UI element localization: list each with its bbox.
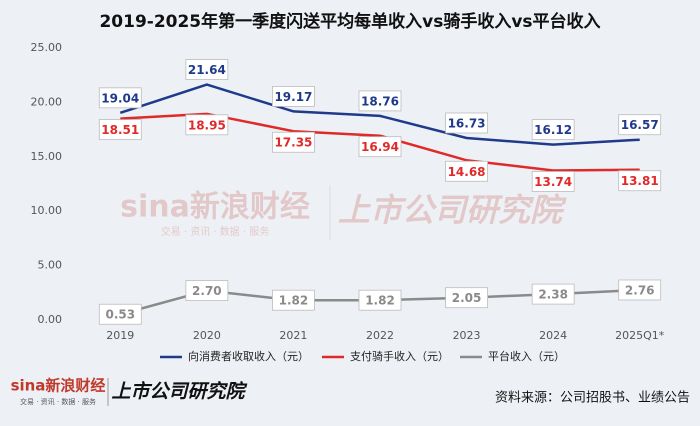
data-label-box bbox=[445, 287, 488, 309]
data-label: 21.64 bbox=[188, 63, 226, 77]
data-label: 18.95 bbox=[188, 118, 226, 132]
data-label-box bbox=[618, 170, 662, 192]
data-label-box bbox=[185, 114, 229, 136]
legend-label: 平台收入（元） bbox=[488, 349, 565, 363]
data-label-box bbox=[358, 136, 402, 158]
data-label: 19.17 bbox=[274, 90, 312, 104]
x-tick-label: 2025Q1* bbox=[615, 329, 665, 342]
y-tick-label: 5.00 bbox=[38, 259, 63, 272]
data-label: 14.68 bbox=[448, 165, 486, 179]
data-label: 0.53 bbox=[105, 308, 135, 322]
data-label-box bbox=[445, 112, 488, 134]
legend-label: 支付骑手收入（元） bbox=[350, 349, 449, 363]
data-label-box bbox=[98, 119, 142, 141]
data-label: 2.70 bbox=[192, 284, 222, 298]
data-label-box bbox=[185, 280, 229, 302]
chart-title: 2019-2025年第一季度闪送平均每单收入vs骑手收入vs平台收入 bbox=[99, 11, 600, 32]
data-label: 2.38 bbox=[538, 288, 568, 302]
data-label: 13.81 bbox=[621, 174, 659, 188]
data-label: 16.12 bbox=[534, 123, 572, 137]
data-label-box bbox=[445, 160, 488, 182]
footer-brand-sub: 交易 · 资讯 · 数据 · 服务 bbox=[20, 397, 96, 406]
data-label: 17.35 bbox=[274, 136, 312, 150]
data-label-box bbox=[272, 289, 315, 311]
legend-label: 向消费者收取收入（元） bbox=[188, 349, 309, 363]
data-label: 19.04 bbox=[101, 91, 139, 105]
footer-brand: sina新浪财经 bbox=[11, 377, 106, 395]
watermark-brand-sub: 交易 · 资讯 · 数据 · 服务 bbox=[161, 225, 270, 238]
data-label: 2.76 bbox=[625, 283, 655, 297]
y-tick-label: 10.00 bbox=[31, 204, 63, 217]
data-label-box bbox=[358, 289, 402, 311]
footer-institute: 上市公司研究院 bbox=[111, 381, 247, 403]
data-label-box bbox=[618, 114, 662, 136]
x-tick-label: 2019 bbox=[106, 329, 134, 342]
data-label-box bbox=[185, 59, 229, 80]
data-label-box bbox=[272, 86, 315, 107]
data-label-box bbox=[531, 171, 575, 192]
data-label-box bbox=[531, 119, 575, 141]
x-tick-label: 2020 bbox=[193, 329, 221, 342]
data-label-box bbox=[272, 131, 315, 153]
x-tick-label: 2021 bbox=[279, 329, 307, 342]
data-label: 2.05 bbox=[452, 291, 482, 305]
data-label-box bbox=[98, 303, 142, 325]
data-label-box bbox=[358, 90, 402, 112]
y-tick-label: 0.00 bbox=[38, 313, 63, 326]
y-tick-label: 15.00 bbox=[31, 150, 63, 163]
y-tick-label: 25.00 bbox=[31, 41, 63, 54]
data-label: 18.51 bbox=[101, 123, 139, 137]
x-tick-label: 2022 bbox=[366, 329, 394, 342]
data-label-box bbox=[618, 279, 662, 301]
data-label: 1.82 bbox=[279, 294, 309, 308]
data-label: 1.82 bbox=[365, 294, 395, 308]
data-label-box bbox=[531, 283, 575, 305]
data-label: 16.94 bbox=[361, 140, 399, 154]
data-label: 16.73 bbox=[448, 116, 486, 130]
series-line bbox=[120, 112, 640, 172]
watermark-brand: sina新浪财经 bbox=[120, 190, 310, 225]
x-tick-label: 2023 bbox=[453, 329, 481, 342]
data-label-box bbox=[98, 87, 142, 109]
y-tick-label: 20.00 bbox=[31, 95, 63, 108]
data-label: 13.74 bbox=[534, 175, 572, 189]
x-tick-label: 2024 bbox=[539, 329, 567, 342]
data-label: 16.57 bbox=[621, 118, 659, 132]
watermark-institute: 上市公司研究院 bbox=[338, 191, 567, 229]
data-label: 18.76 bbox=[361, 94, 399, 108]
series-line bbox=[119, 83, 640, 146]
watermark: sina新浪财经 交易 · 资讯 · 数据 · 服务 上市公司研究院 bbox=[120, 185, 567, 240]
source: 资料来源：公司招股书、业绩公告 bbox=[495, 391, 690, 406]
